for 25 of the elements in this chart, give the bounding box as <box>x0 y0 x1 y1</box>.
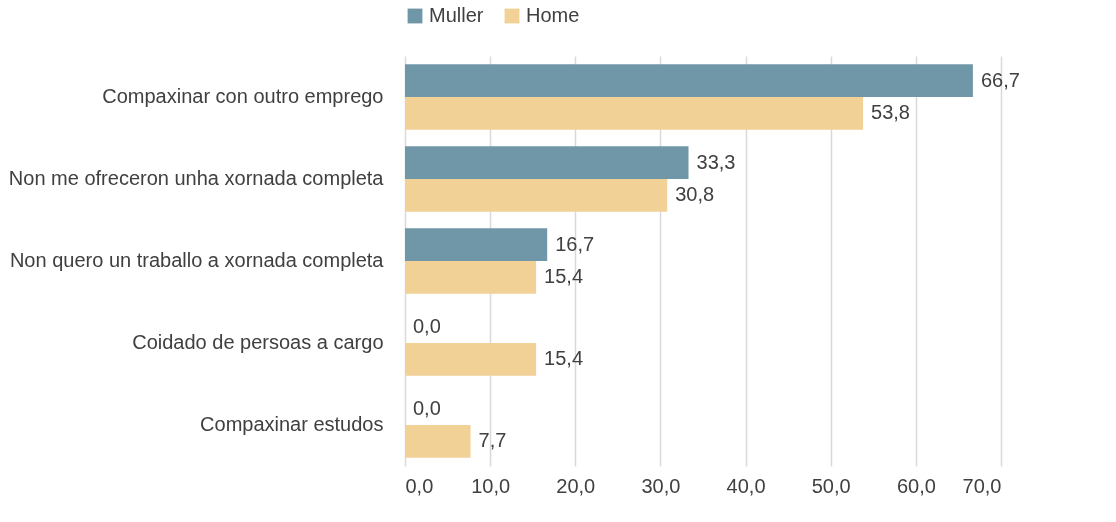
y-tick-label: Non me ofreceron unha xornada completa <box>8 167 385 189</box>
y-tick-label: Compaxinar estudos <box>200 413 384 435</box>
y-tick-label: Non quero un traballo a xornada completa <box>9 249 385 271</box>
data-label: 15,4 <box>544 347 584 370</box>
x-tick-label: 0,0 <box>405 474 434 497</box>
data-label: 30,8 <box>675 183 715 206</box>
data-label: 53,8 <box>871 101 911 124</box>
data-label: 16,7 <box>555 232 595 255</box>
data-label: 7,7 <box>478 429 507 452</box>
data-label: 0,0 <box>413 396 441 419</box>
data-label: 33,3 <box>696 150 736 173</box>
x-tick-label: 10,0 <box>471 474 511 497</box>
data-label: 66,7 <box>980 68 1020 91</box>
legend-label: Home <box>526 4 580 26</box>
x-tick-label: 50,0 <box>811 474 851 497</box>
legend-label: Muller <box>429 4 484 26</box>
data-label: 15,4 <box>544 265 584 288</box>
data-label: 0,0 <box>413 314 441 337</box>
x-tick-label: 60,0 <box>896 474 936 497</box>
y-tick-label: Coidado de persoas a cargo <box>132 331 384 353</box>
x-tick-label: 30,0 <box>641 474 681 497</box>
x-tick-label: 40,0 <box>726 474 766 497</box>
x-tick-label: 20,0 <box>556 474 596 497</box>
y-tick-label: Compaxinar con outro emprego <box>102 85 384 107</box>
x-tick-label: 70,0 <box>962 474 1002 497</box>
